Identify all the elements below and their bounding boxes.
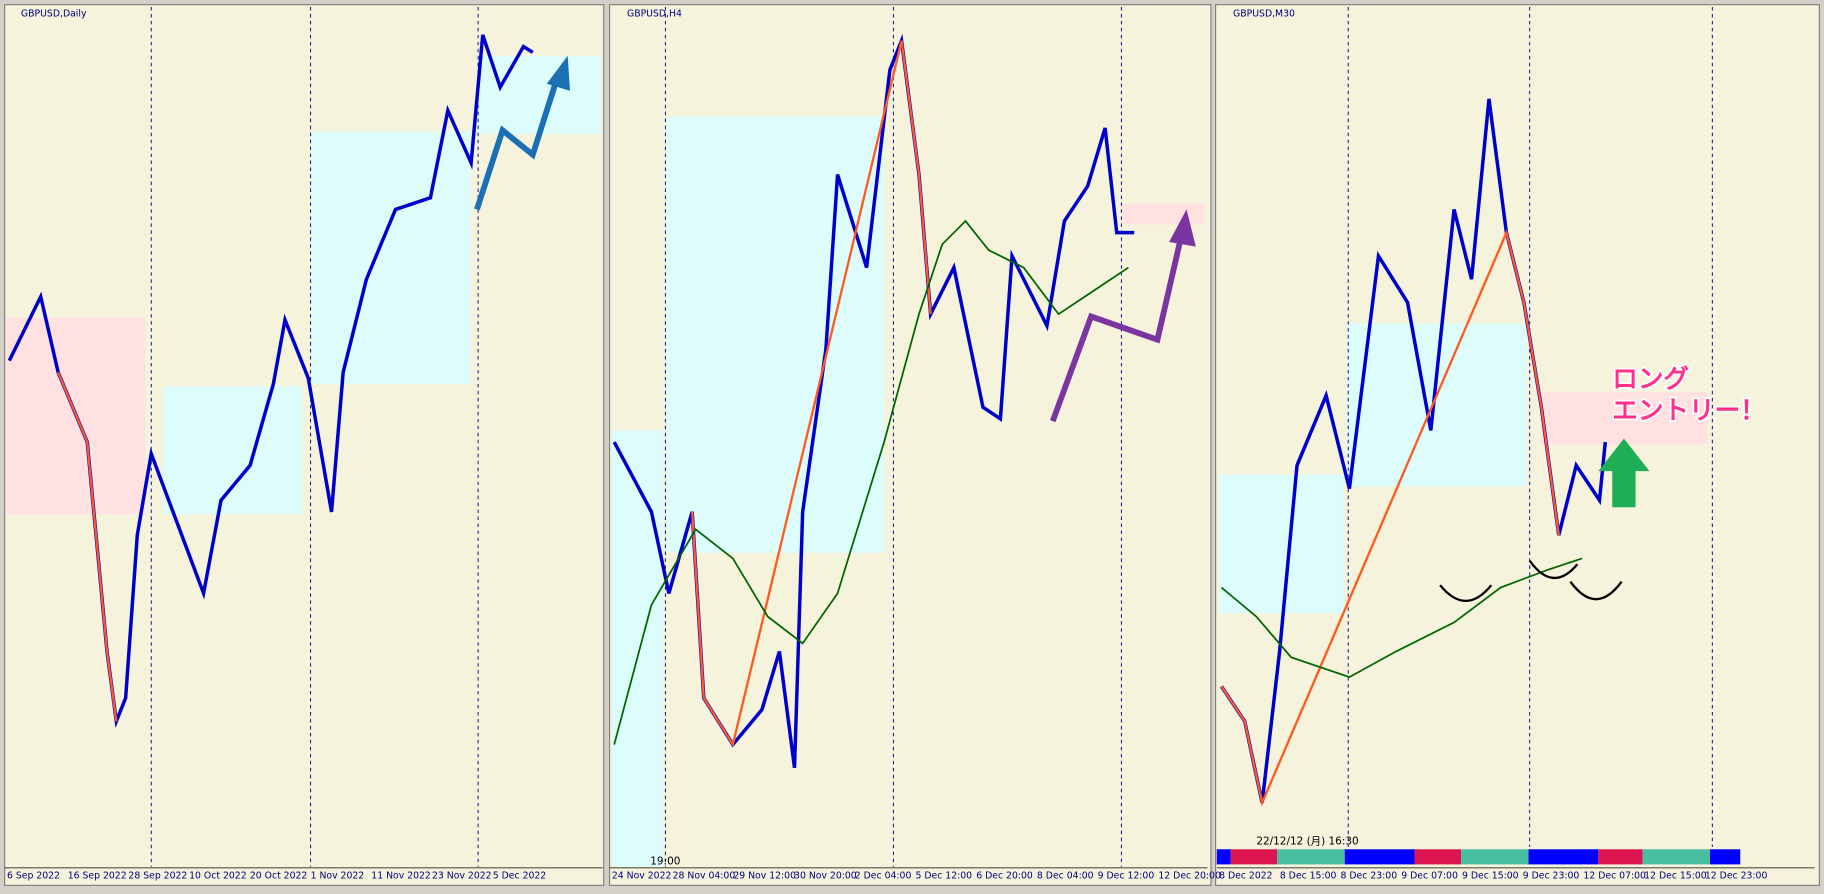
price-action [7,33,1608,807]
period-separators [150,6,1713,867]
x-tick-label: 2 Dec 04:00 [855,870,912,881]
x-tick-label: 12 Dec 23:00 [1705,870,1768,881]
x-tick-label: 12 Dec 15:00 [1644,870,1707,881]
annotation: ロング [1612,364,1689,394]
x-tick-label: 28 Sep 2022 [128,870,187,881]
x-tick-label: 9 Dec 07:00 [1401,870,1458,881]
x-tick-label: 29 Nov 12:00 [733,870,796,881]
session-strip [1216,849,1741,865]
x-tick-label: 8 Dec 2022 [1219,870,1272,881]
x-tick-label: 5 Dec 2022 [493,870,546,881]
moving-average [613,219,1583,745]
time-label: 22/12/12 (月) 16:30 [1256,836,1358,848]
panel-title: GBPUSD,M30 [1233,8,1295,19]
x-tick-label: 9 Dec 12:00 [1098,870,1155,881]
bottom-marks [1439,560,1623,602]
x-tick-label: 24 Nov 2022 [612,870,672,881]
x-tick-label: 9 Dec 23:00 [1523,870,1580,881]
annotation: エントリー！ [1612,396,1765,426]
x-tick-label: 20 Oct 2022 [250,870,307,881]
x-tick-label: 12 Dec 20:00 [1158,870,1221,881]
x-tick-label: 8 Dec 04:00 [1037,870,1094,881]
drawn-arrows [474,55,1650,508]
panel-title: GBPUSD,H4 [627,8,682,19]
x-tick-label: 6 Sep 2022 [7,870,60,881]
x-tick-label: 28 Nov 04:00 [673,870,736,881]
x-tick-label: 11 Nov 2022 [371,870,431,881]
x-tick-label: 10 Oct 2022 [189,870,246,881]
x-tick-label: 12 Dec 07:00 [1583,870,1646,881]
x-tick-label: 23 Nov 2022 [432,870,492,881]
x-tick-label: 8 Dec 15:00 [1280,870,1337,881]
x-tick-label: 8 Dec 23:00 [1341,870,1398,881]
x-tick-label: 6 Dec 20:00 [976,870,1033,881]
x-tick-label: 1 Nov 2022 [311,870,365,881]
x-tick-label: 5 Dec 12:00 [915,870,972,881]
x-tick-label: 30 Nov 20:00 [794,870,857,881]
zones [5,55,1708,867]
panel-title: GBPUSD,Daily [21,8,87,19]
time-label: 19:00 [650,855,680,867]
x-tick-label: 16 Sep 2022 [68,870,127,881]
x-tick-label: 9 Dec 15:00 [1462,870,1519,881]
